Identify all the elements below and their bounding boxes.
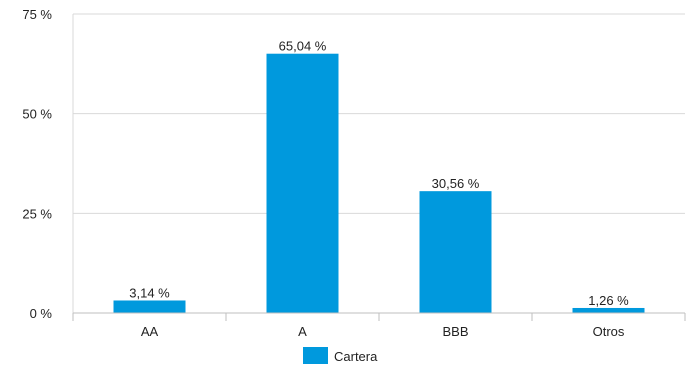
bar-a [266,53,339,313]
y-tick-label: 0 % [30,306,53,321]
legend-label-cartera: Cartera [334,349,378,364]
x-tick-label: BBB [442,324,468,339]
data-label-aa: 3,14 % [129,285,170,300]
data-label-otros: 1,26 % [588,293,629,308]
y-tick-label: 50 % [22,107,52,122]
y-axis-ticks: 0 % 25 % 50 % 75 % [22,7,52,321]
x-tick-label: A [298,324,307,339]
x-axis [72,312,686,321]
bars [113,53,645,313]
x-tick-label: AA [141,324,159,339]
y-tick-label: 25 % [22,206,52,221]
bar-aa [113,300,186,313]
y-tick-label: 75 % [22,7,52,22]
bar-bbb [419,191,492,313]
x-tick-label: Otros [593,324,625,339]
grid-lines [72,13,685,313]
data-labels: 3,14 % 65,04 % 30,56 % 1,26 % [129,39,629,308]
x-axis-ticks: AA A BBB Otros [141,324,625,339]
data-label-a: 65,04 % [279,39,327,54]
data-label-bbb: 30,56 % [432,176,480,191]
bar-otros [572,307,645,313]
legend: Cartera [303,347,378,364]
legend-swatch-cartera [303,347,328,364]
